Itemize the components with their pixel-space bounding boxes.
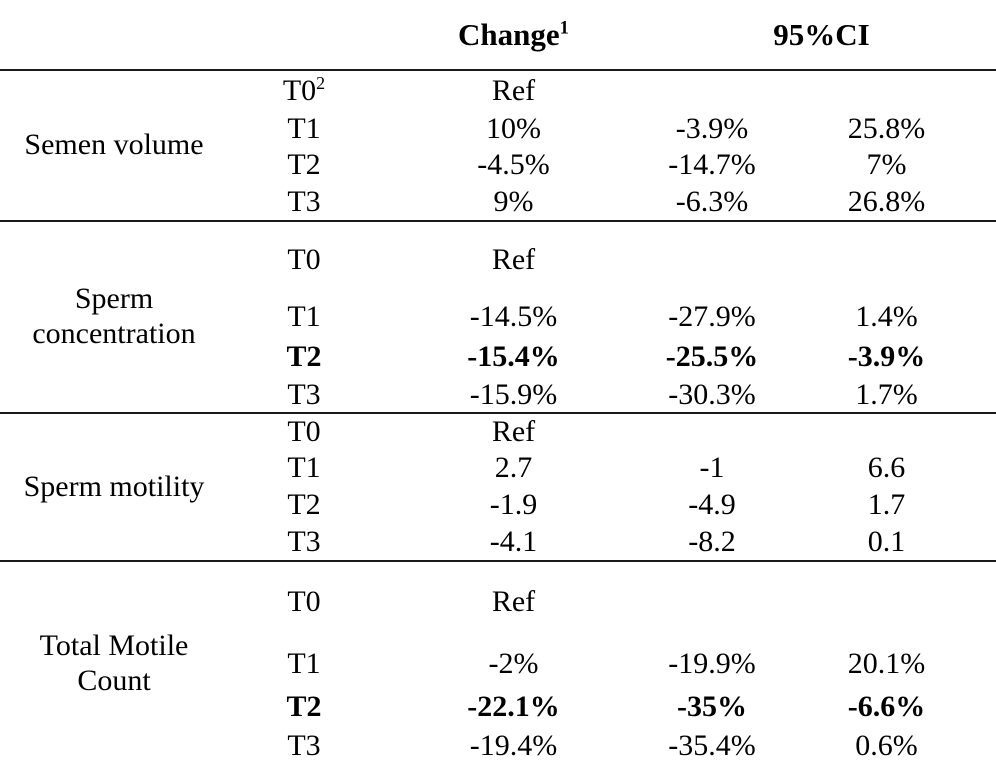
ci-high-cell: 1.7% <box>855 377 918 411</box>
table-row: Sperm motility T0 Ref <box>0 412 996 561</box>
ci-high-cell: 0.6% <box>855 729 918 762</box>
ci-low-cell: -8.2 <box>688 524 736 558</box>
change-cell: 2.7 <box>494 450 533 484</box>
ci-high-cell: -6.6% <box>847 690 926 723</box>
change-cell: -4.1 <box>489 524 538 558</box>
ci-high-cell <box>777 70 996 110</box>
change-cell: Ref <box>380 220 647 297</box>
ci-low-cell: -19.9% <box>668 647 756 680</box>
ci-high-cell: 1.7 <box>867 487 906 521</box>
ci-low-cell: -3.9% <box>675 111 749 145</box>
table-row: T3 9% -6.3% 26.8% <box>0 183 996 221</box>
ci-low-cell: -35% <box>677 690 747 723</box>
change-cell: -15.4% <box>467 340 560 373</box>
ci-low-cell: -4.9 <box>688 487 736 521</box>
timepoint-cell: T2 <box>286 690 322 723</box>
change-cell: -19.4% <box>469 729 558 762</box>
change-cell: -2% <box>488 647 539 680</box>
change-cell: Ref <box>491 73 536 107</box>
change-cell: -4.5% <box>477 148 550 181</box>
timepoint-cell: T1 <box>287 300 321 333</box>
table-row: T2 -1.9 -4.9 1.7 <box>0 486 996 523</box>
timepoint-cell: T2 <box>286 340 322 373</box>
table-row: T1 -2% -19.9% 20.1% <box>0 641 996 687</box>
ci-low-cell: -27.9% <box>668 300 756 333</box>
header-change-label: Change <box>458 16 560 52</box>
timepoint-cell: T2 <box>287 487 321 521</box>
change-cell: -15.9% <box>469 377 558 411</box>
timepoint-cell: T1 <box>287 111 321 145</box>
ci-high-cell: 25.8% <box>847 111 926 145</box>
table-row: T3 -4.1 -8.2 0.1 <box>0 523 996 561</box>
header-timepoint <box>228 0 380 71</box>
table-row: T1 -14.5% -27.9% 1.4% <box>0 297 996 337</box>
table-row: Sperm concentration T0 Ref <box>0 220 996 413</box>
change-cell: -22.1% <box>467 690 560 723</box>
ci-low-cell: -6.3% <box>675 184 749 218</box>
timepoint-cell: T3 <box>287 729 321 762</box>
timepoint-cell: T3 <box>287 377 321 411</box>
ci-low-cell <box>647 70 777 110</box>
change-cell: -1.9 <box>489 487 538 521</box>
ci-low-cell: -25.5% <box>665 340 759 373</box>
header-row: Change1 95%CI <box>0 0 996 71</box>
ci-low-cell: -35.4% <box>668 729 756 762</box>
parameter-cell-sperm-concentration: Sperm concentration <box>0 220 228 413</box>
ci-low-cell <box>647 412 777 449</box>
table-row: T1 10% -3.9% 25.8% <box>0 110 996 147</box>
timepoint-cell: T0 <box>228 412 380 449</box>
header-parameter <box>0 0 228 71</box>
ci-high-cell <box>777 412 996 449</box>
header-change: Change1 <box>380 0 647 71</box>
timepoint-footnote-mark: 2 <box>316 72 326 93</box>
parameter-cell-sperm-motility: Sperm motility <box>0 412 228 561</box>
ci-low-cell: -14.7% <box>668 148 756 181</box>
ci-high-cell: 1.4% <box>855 300 918 333</box>
change-cell: Ref <box>380 560 647 641</box>
table-row: Total Motile Count T0 Ref <box>0 560 996 765</box>
table-row: Semen volume T02 Ref <box>0 70 996 162</box>
timepoint-label: T0 <box>282 73 317 107</box>
table-row: T2 -4.5% -14.7% 7% <box>0 147 996 183</box>
ci-high-cell: 26.8% <box>847 184 926 218</box>
ci-high-cell: 7% <box>866 148 907 181</box>
timepoint-cell: T2 <box>287 148 321 181</box>
ci-high-cell: 6.6 <box>867 450 906 484</box>
header-ci: 95%CI <box>647 0 996 71</box>
ci-high-cell: 20.1% <box>847 647 926 680</box>
timepoint-cell: T1 <box>287 647 321 680</box>
change-cell: Ref <box>380 412 647 449</box>
table-row-significant: T2 -22.1% -35% -6.6% <box>0 687 996 727</box>
ci-high-cell: 0.1 <box>867 524 906 558</box>
ci-high-cell <box>777 560 996 641</box>
timepoint-cell: T02 <box>228 70 380 110</box>
header-change-footnote-mark: 1 <box>559 17 569 39</box>
table-row: T3 -15.9% -30.3% 1.7% <box>0 377 996 413</box>
change-cell: 10% <box>486 111 541 145</box>
ci-low-cell <box>647 220 777 297</box>
table-row: T3 -19.4% -35.4% 0.6% <box>0 727 996 765</box>
timepoint-cell: T1 <box>287 450 321 484</box>
table-row: T1 2.7 -1 6.6 <box>0 449 996 486</box>
ci-low-cell: -30.3% <box>668 377 756 411</box>
change-cell: -14.5% <box>469 300 558 333</box>
table-row-significant: T2 -15.4% -25.5% -3.9% <box>0 337 996 377</box>
timepoint-cell: T0 <box>228 560 380 641</box>
change-cell: 9% <box>493 184 534 218</box>
parameter-cell-total-motile-count: Total Motile Count <box>0 560 228 765</box>
ci-low-cell <box>647 560 777 641</box>
ci-low-cell: -1 <box>699 450 725 484</box>
parameter-cell-semen-volume: Semen volume <box>24 128 204 162</box>
timepoint-cell: T3 <box>287 184 321 218</box>
timepoint-cell: T3 <box>287 524 321 558</box>
timepoint-cell: T0 <box>228 220 380 297</box>
ci-high-cell: -3.9% <box>847 340 926 373</box>
ci-high-cell <box>777 220 996 297</box>
